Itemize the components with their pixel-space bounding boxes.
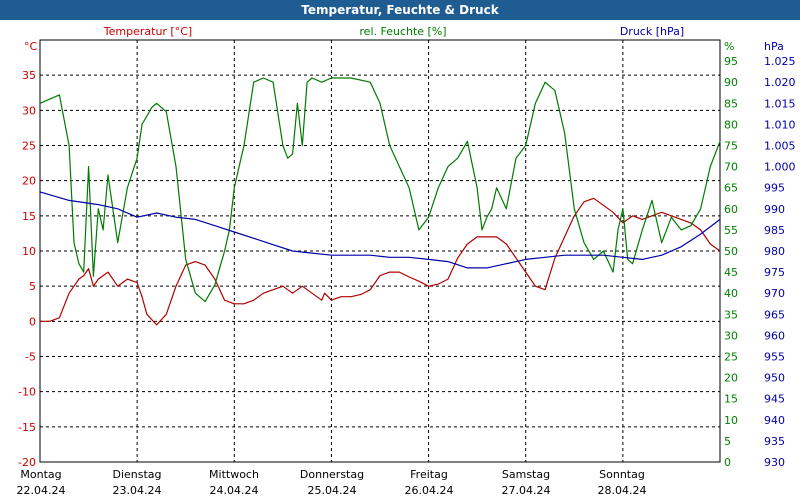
x-label-date: 22.04.24 [17, 484, 66, 497]
tick-label-humidity: 65 [724, 182, 738, 195]
tick-label-humidity: 60 [724, 203, 738, 216]
axis-unit-pressure: hPa [764, 40, 784, 53]
series-line-pressure [39, 191, 721, 269]
tick-label-temperature: 5 [29, 280, 36, 293]
axis-unit-temperature: °C [24, 40, 38, 53]
tick-label-pressure: 985 [764, 224, 785, 237]
x-label-day: Mittwoch [209, 468, 259, 481]
x-label-day: Samstag [502, 468, 550, 481]
tick-label-humidity: 30 [724, 329, 738, 342]
tick-label-temperature: 15 [22, 210, 36, 223]
tick-label-temperature: -15 [18, 421, 36, 434]
tick-label-temperature: 30 [22, 104, 36, 117]
tick-label-humidity: 35 [724, 308, 738, 321]
x-label-day: Sonntag [599, 468, 645, 481]
x-label-day: Freitag [410, 468, 448, 481]
tick-label-pressure: 980 [764, 245, 785, 258]
tick-label-pressure: 970 [764, 287, 785, 300]
tick-label-humidity: 95 [724, 55, 738, 68]
x-label-day: Dienstag [112, 468, 161, 481]
chart-title: Temperatur, Feuchte & Druck [0, 0, 800, 20]
legend-pressure: Druck [hPa] [620, 25, 684, 38]
tick-label-humidity: 0 [724, 456, 731, 469]
tick-label-humidity: 45 [724, 266, 738, 279]
axis-unit-humidity: % [724, 40, 734, 53]
tick-label-pressure: 1.020 [764, 76, 796, 89]
tick-label-pressure: 965 [764, 308, 785, 321]
tick-label-humidity: 70 [724, 161, 738, 174]
x-label-date: 24.04.24 [210, 484, 259, 497]
tick-label-pressure: 1.015 [764, 97, 796, 110]
tick-label-temperature: 25 [22, 140, 36, 153]
legend-temperature: Temperatur [°C] [103, 25, 192, 38]
tick-label-temperature: -20 [18, 456, 36, 469]
tick-label-pressure: 990 [764, 203, 785, 216]
tick-label-pressure: 975 [764, 266, 785, 279]
tick-label-pressure: 995 [764, 182, 785, 195]
tick-label-temperature: 20 [22, 175, 36, 188]
tick-label-humidity: 90 [724, 76, 738, 89]
x-label-date: 23.04.24 [113, 484, 162, 497]
tick-label-pressure: 1.005 [764, 140, 796, 153]
series-line-temperature [40, 197, 721, 326]
tick-label-humidity: 15 [724, 393, 738, 406]
tick-label-humidity: 40 [724, 287, 738, 300]
x-label-date: 28.04.24 [598, 484, 647, 497]
tick-label-pressure: 950 [764, 372, 785, 385]
tick-label-pressure: 1.010 [764, 118, 796, 131]
tick-label-temperature: 35 [22, 69, 36, 82]
x-label-date: 25.04.24 [308, 484, 357, 497]
x-label-date: 26.04.24 [405, 484, 454, 497]
x-label-date: 27.04.24 [502, 484, 551, 497]
tick-label-temperature: 0 [29, 315, 36, 328]
tick-label-humidity: 25 [724, 351, 738, 364]
tick-label-temperature: -10 [18, 386, 36, 399]
tick-label-pressure: 960 [764, 329, 785, 342]
tick-label-humidity: 75 [724, 140, 738, 153]
tick-label-pressure: 930 [764, 456, 785, 469]
legend-humidity: rel. Feuchte [%] [359, 25, 446, 38]
tick-label-humidity: 50 [724, 245, 738, 258]
series-line-humidity [39, 77, 721, 303]
tick-label-temperature: 10 [22, 245, 36, 258]
tick-label-pressure: 945 [764, 393, 785, 406]
tick-label-humidity: 20 [724, 372, 738, 385]
tick-label-pressure: 940 [764, 414, 785, 427]
tick-label-temperature: -5 [25, 351, 36, 364]
tick-label-pressure: 1.000 [764, 161, 796, 174]
tick-label-humidity: 55 [724, 224, 738, 237]
tick-label-humidity: 80 [724, 118, 738, 131]
x-label-day: Donnerstag [300, 468, 364, 481]
tick-label-humidity: 85 [724, 97, 738, 110]
tick-label-pressure: 935 [764, 435, 785, 448]
tick-label-humidity: 5 [724, 435, 731, 448]
tick-label-pressure: 1.025 [764, 55, 796, 68]
x-label-day: Montag [20, 468, 61, 481]
tick-label-humidity: 10 [724, 414, 738, 427]
tick-label-pressure: 955 [764, 351, 785, 364]
